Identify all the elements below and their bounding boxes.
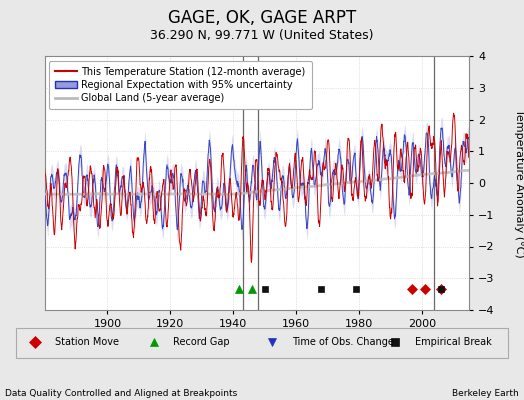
- Text: Berkeley Earth: Berkeley Earth: [452, 389, 519, 398]
- Text: Station Move: Station Move: [55, 338, 119, 347]
- Text: Time of Obs. Change: Time of Obs. Change: [291, 338, 394, 347]
- Legend: This Temperature Station (12-month average), Regional Expectation with 95% uncer: This Temperature Station (12-month avera…: [49, 61, 312, 109]
- Y-axis label: Temperature Anomaly (°C): Temperature Anomaly (°C): [514, 109, 524, 257]
- Text: Data Quality Controlled and Aligned at Breakpoints: Data Quality Controlled and Aligned at B…: [5, 389, 237, 398]
- Text: Empirical Break: Empirical Break: [414, 338, 492, 347]
- Text: Record Gap: Record Gap: [173, 338, 230, 347]
- Text: GAGE, OK, GAGE ARPT: GAGE, OK, GAGE ARPT: [168, 9, 356, 27]
- Text: 36.290 N, 99.771 W (United States): 36.290 N, 99.771 W (United States): [150, 30, 374, 42]
